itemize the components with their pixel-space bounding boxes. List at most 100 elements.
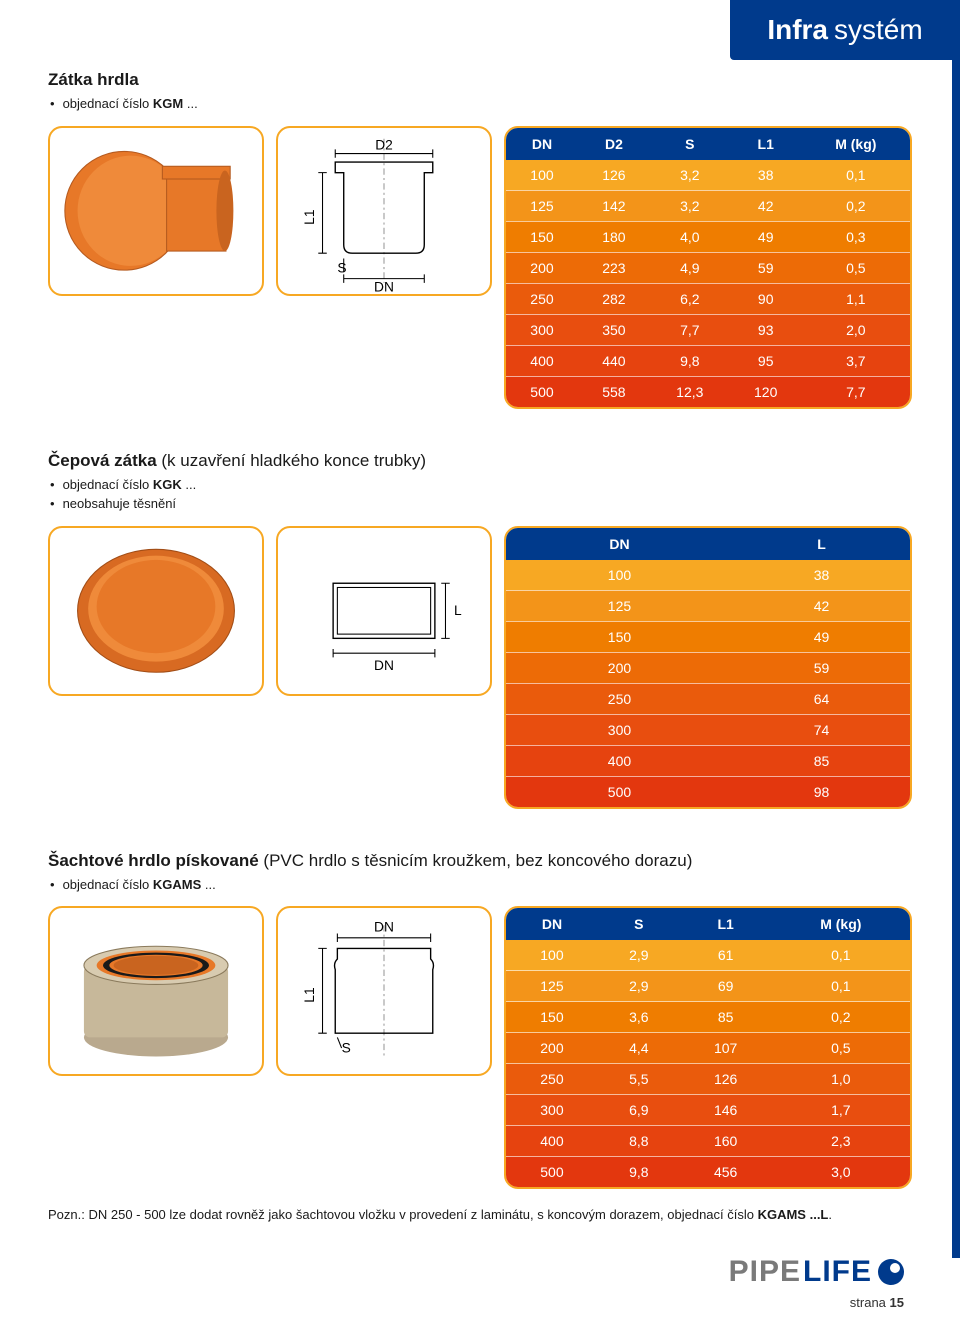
- table-cell: 74: [733, 714, 910, 745]
- table-cell: 59: [730, 252, 802, 283]
- section3-bullet: objednací číslo KGAMS ...: [50, 875, 912, 895]
- section2-diagram: L DN: [276, 526, 492, 696]
- section1-table-panel: DN D2 S L1 M (kg) 1001263,2380,11251423,…: [504, 126, 912, 409]
- page: Infra systém Zátka hrdla objednací číslo…: [0, 0, 960, 1338]
- table-row: 1252,9690,1: [506, 971, 910, 1002]
- page-number: strana 15: [850, 1295, 904, 1310]
- table-row: 2002234,9590,5: [506, 252, 910, 283]
- table-cell: 0,2: [802, 190, 910, 221]
- table-row: 1001263,2380,1: [506, 160, 910, 191]
- pipelife-logo: PIPELIFE: [729, 1255, 904, 1289]
- table-header-row: DN L: [506, 528, 910, 560]
- table-cell: 350: [578, 314, 650, 345]
- table-cell: 7,7: [802, 376, 910, 407]
- section2-table: DN L 10038125421504920059250643007440085…: [506, 528, 910, 807]
- table-cell: 0,5: [802, 252, 910, 283]
- section1-title: Zátka hrdla: [48, 70, 912, 90]
- table-row: 1002,9610,1: [506, 940, 910, 971]
- th: DN: [506, 128, 578, 160]
- th: L1: [680, 908, 772, 940]
- table-cell: 3,2: [650, 160, 730, 191]
- th: S: [650, 128, 730, 160]
- table-header-row: DN D2 S L1 M (kg): [506, 128, 910, 160]
- right-edge-bar: [952, 60, 960, 1258]
- section2-bullet: objednací číslo KGK ...: [50, 475, 912, 495]
- table-cell: 180: [578, 221, 650, 252]
- table-cell: 0,5: [772, 1033, 910, 1064]
- table-cell: 90: [730, 283, 802, 314]
- table-cell: 2,0: [802, 314, 910, 345]
- bullet-text: ...: [182, 477, 196, 492]
- section2-photo: [48, 526, 264, 696]
- section1-photo: [48, 126, 264, 296]
- section1-tbody: 1001263,2380,11251423,2420,21501804,0490…: [506, 160, 910, 407]
- table-cell: 0,1: [772, 940, 910, 971]
- table-cell: 146: [680, 1095, 772, 1126]
- table-cell: 120: [730, 376, 802, 407]
- section2-title-light: (k uzavření hladkého konce trubky): [157, 451, 426, 470]
- cap-cross-section: D2 L1 S DN: [278, 126, 490, 296]
- section2-bullets: objednací číslo KGK ... neobsahuje těsně…: [50, 475, 912, 514]
- table-row: 5009,84563,0: [506, 1157, 910, 1188]
- table-cell: 9,8: [650, 345, 730, 376]
- table-cell: 200: [506, 652, 733, 683]
- label-s: S: [342, 1040, 351, 1055]
- table-row: 4008,81602,3: [506, 1126, 910, 1157]
- footnote-text: .: [828, 1207, 832, 1222]
- cap-photo-illustration: [50, 126, 262, 296]
- table-cell: 42: [730, 190, 802, 221]
- table-cell: 6,9: [598, 1095, 680, 1126]
- table-row: 30074: [506, 714, 910, 745]
- label-l: L: [454, 603, 462, 618]
- table-cell: 223: [578, 252, 650, 283]
- label-s: S: [337, 260, 346, 275]
- table-cell: 100: [506, 160, 578, 191]
- bullet-text: objednací číslo: [63, 96, 153, 111]
- table-row: 1503,6850,2: [506, 1002, 910, 1033]
- footnote: Pozn.: DN 250 - 500 lze dodat rovněž jak…: [48, 1207, 912, 1222]
- table-row: 1501804,0490,3: [506, 221, 910, 252]
- table-row: 15049: [506, 621, 910, 652]
- section2-title: Čepová zátka (k uzavření hladkého konce …: [48, 451, 912, 471]
- footer: PIPELIFE strana 15: [729, 1255, 904, 1310]
- table-row: 25064: [506, 683, 910, 714]
- section3-title-light: (PVC hrdlo s těsnicím kroužkem, bez konc…: [259, 851, 693, 870]
- section2-title-bold: Čepová zátka: [48, 451, 157, 470]
- table-cell: 1,1: [802, 283, 910, 314]
- table-cell: 38: [733, 560, 910, 591]
- table-cell: 98: [733, 776, 910, 807]
- table-cell: 95: [730, 345, 802, 376]
- table-cell: 400: [506, 345, 578, 376]
- table-cell: 250: [506, 283, 578, 314]
- table-row: 50098: [506, 776, 910, 807]
- socket-cross-section: DN L1 S: [278, 906, 490, 1076]
- table-cell: 107: [680, 1033, 772, 1064]
- table-cell: 3,7: [802, 345, 910, 376]
- table-cell: 150: [506, 1002, 598, 1033]
- table-cell: 0,1: [802, 160, 910, 191]
- brand-header: Infra systém: [730, 0, 960, 60]
- table-row: 1251423,2420,2: [506, 190, 910, 221]
- page-label: strana: [850, 1295, 890, 1310]
- label-d2: D2: [375, 137, 393, 152]
- table-cell: 3,6: [598, 1002, 680, 1033]
- table-cell: 282: [578, 283, 650, 314]
- section3-tbody: 1002,9610,11252,9690,11503,6850,22004,41…: [506, 940, 910, 1187]
- bullet-text: ...: [201, 877, 215, 892]
- table-cell: 4,9: [650, 252, 730, 283]
- table-cell: 125: [506, 590, 733, 621]
- bullet-code: KGM: [153, 96, 183, 111]
- section3-table: DN S L1 M (kg) 1002,9610,11252,9690,1150…: [506, 908, 910, 1187]
- th: DN: [506, 908, 598, 940]
- table-row: 2502826,2901,1: [506, 283, 910, 314]
- table-cell: 100: [506, 560, 733, 591]
- logo-pipe: PIPE: [729, 1255, 801, 1289]
- table-row: 3003507,7932,0: [506, 314, 910, 345]
- table-cell: 440: [578, 345, 650, 376]
- table-cell: 142: [578, 190, 650, 221]
- table-cell: 85: [733, 745, 910, 776]
- table-cell: 59: [733, 652, 910, 683]
- plug-cross-section: L DN: [278, 526, 490, 696]
- section1-bullets: objednací číslo KGM ...: [50, 94, 912, 114]
- table-cell: 12,3: [650, 376, 730, 407]
